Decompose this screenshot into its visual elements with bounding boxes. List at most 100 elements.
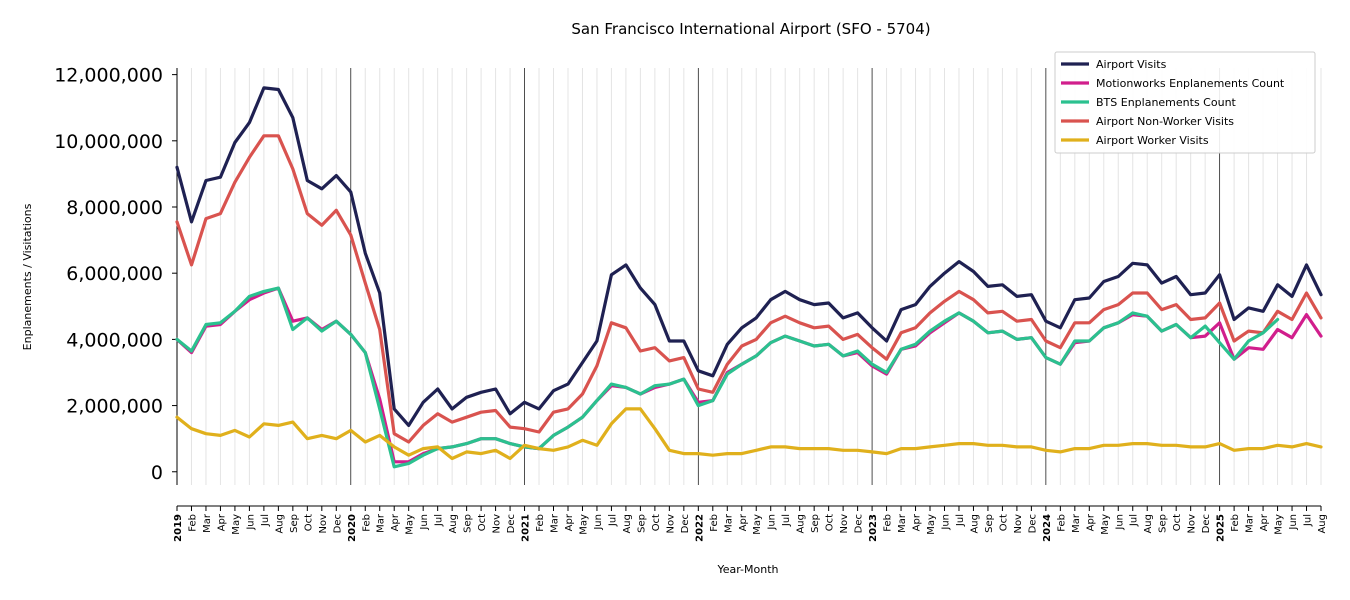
y-tick-label: 12,000,000 bbox=[54, 65, 163, 87]
x-tick-label: May bbox=[231, 514, 242, 535]
x-tick-label: Jun bbox=[1288, 514, 1299, 531]
x-tick-label: Sep bbox=[984, 514, 995, 533]
x-tick-label: Apr bbox=[1085, 513, 1096, 531]
x-tick-label: May bbox=[578, 514, 589, 535]
x-tick-label: Aug bbox=[969, 514, 980, 534]
x-tick-label: Mar bbox=[1245, 513, 1256, 533]
plot-series bbox=[175, 86, 1323, 469]
x-tick-label: Feb bbox=[187, 514, 198, 532]
x-tick-label: Nov bbox=[1187, 514, 1198, 534]
x-tick-label-year: 2021 bbox=[521, 514, 532, 542]
x-tick-label: Mar bbox=[897, 513, 908, 533]
x-tick-label-year: 2022 bbox=[694, 514, 705, 542]
legend-label: Airport Non-Worker Visits bbox=[1096, 115, 1234, 128]
x-tick-label: Feb bbox=[709, 514, 720, 532]
x-tick-label: Feb bbox=[883, 514, 894, 532]
x-tick-label: Sep bbox=[463, 514, 474, 533]
x-tick-label: Nov bbox=[665, 514, 676, 534]
chart-title: San Francisco International Airport (SFO… bbox=[571, 20, 930, 38]
x-tick-label: May bbox=[1274, 514, 1285, 535]
series-line-bts-enplanements-count bbox=[175, 286, 1280, 469]
x-tick-label: Sep bbox=[1158, 514, 1169, 533]
x-tick-label: Jun bbox=[245, 514, 256, 531]
x-tick-label: Dec bbox=[506, 514, 517, 533]
x-tick-label: Apr bbox=[216, 513, 227, 531]
y-tick-label: 10,000,000 bbox=[54, 131, 163, 153]
y-tick-label: 0 bbox=[151, 462, 163, 484]
x-tick-label: Jul bbox=[260, 514, 271, 527]
month-gridlines bbox=[176, 68, 1322, 485]
x-tick-label-year: 2020 bbox=[347, 514, 358, 542]
x-tick-label: Feb bbox=[535, 514, 546, 532]
x-tick-label: Mar bbox=[376, 513, 387, 533]
x-tick-label: Jul bbox=[1129, 514, 1140, 527]
x-tick-label: Feb bbox=[1230, 514, 1241, 532]
series-line-motionworks-enplanements-count bbox=[175, 286, 1323, 464]
x-tick-label: Oct bbox=[825, 514, 836, 531]
x-tick-label: May bbox=[752, 514, 763, 535]
x-tick-label: Dec bbox=[854, 514, 865, 533]
x-tick-label: Apr bbox=[738, 513, 749, 531]
x-tick-label: Mar bbox=[723, 513, 734, 533]
x-tick-label: Feb bbox=[361, 514, 372, 532]
y-axis: 0 2,000,000 4,000,000 6,000,000 8,000,000 10,… bbox=[54, 65, 178, 485]
x-tick-label: May bbox=[926, 514, 937, 535]
x-tick-label: Oct bbox=[477, 514, 488, 531]
x-tick-label: Aug bbox=[448, 514, 459, 534]
x-tick-label: Jul bbox=[1303, 514, 1314, 527]
y-tick-label: 8,000,000 bbox=[66, 197, 163, 219]
x-tick-label: Mar bbox=[202, 513, 213, 533]
x-tick-label: Apr bbox=[912, 513, 923, 531]
x-tick-label: Dec bbox=[1027, 514, 1038, 533]
x-tick-label: Apr bbox=[564, 513, 575, 531]
x-tick-label: Nov bbox=[839, 514, 850, 534]
x-tick-label: Jul bbox=[955, 514, 966, 527]
legend-box bbox=[1054, 51, 1316, 154]
x-tick-label: Oct bbox=[998, 514, 1009, 531]
x-tick-label-year: 2019 bbox=[173, 514, 184, 542]
x-tick-label: Nov bbox=[318, 514, 329, 534]
legend-label: Motionworks Enplanements Count bbox=[1096, 77, 1285, 90]
y-tick-label: 6,000,000 bbox=[66, 263, 163, 285]
x-tick-label: Aug bbox=[1143, 514, 1154, 534]
x-tick-label: Mar bbox=[550, 513, 561, 533]
series-line-airport-worker-visits bbox=[175, 407, 1323, 461]
legend-label: BTS Enplanements Count bbox=[1096, 96, 1237, 109]
x-tick-label: Mar bbox=[1071, 513, 1082, 533]
x-tick-label: Aug bbox=[796, 514, 807, 534]
legend: Airport Visits Motionworks Enplanements C… bbox=[1054, 51, 1316, 154]
x-tick-label: Sep bbox=[636, 514, 647, 533]
x-tick-label: Jun bbox=[593, 514, 604, 531]
x-tick-label: Nov bbox=[492, 514, 503, 534]
x-tick-label: Jul bbox=[434, 514, 445, 527]
x-tick-label: Feb bbox=[1056, 514, 1067, 532]
x-tick-label: Jun bbox=[1114, 514, 1125, 531]
x-tick-label: Aug bbox=[1317, 514, 1328, 534]
x-tick-label: Dec bbox=[332, 514, 343, 533]
x-tick-label: Oct bbox=[303, 514, 314, 531]
x-tick-label: Apr bbox=[1259, 513, 1270, 531]
y-tick-label: 4,000,000 bbox=[66, 329, 163, 351]
x-tick-label-year: 2024 bbox=[1042, 514, 1053, 542]
legend-label: Airport Worker Visits bbox=[1096, 134, 1209, 147]
series-line-airport-non-worker-visits bbox=[175, 134, 1323, 444]
x-tick-label: Jun bbox=[767, 514, 778, 531]
x-tick-label: Jul bbox=[607, 514, 618, 527]
x-tick-label: Sep bbox=[289, 514, 300, 533]
y-axis-label: Enplanements / Visitations bbox=[21, 203, 34, 350]
x-tick-label: Jun bbox=[419, 514, 430, 531]
x-tick-label: Jun bbox=[940, 514, 951, 531]
x-tick-label: Aug bbox=[274, 514, 285, 534]
x-tick-label: May bbox=[1100, 514, 1111, 535]
x-tick-label: Apr bbox=[390, 513, 401, 531]
series-line-airport-visits bbox=[175, 86, 1323, 427]
x-tick-label: Sep bbox=[810, 514, 821, 533]
x-tick-label: May bbox=[405, 514, 416, 535]
y-tick-label: 2,000,000 bbox=[66, 396, 163, 418]
x-tick-label-year: 2023 bbox=[868, 514, 879, 542]
x-tick-label-year: 2025 bbox=[1216, 514, 1227, 542]
x-tick-label: Oct bbox=[651, 514, 662, 531]
x-tick-label: Nov bbox=[1013, 514, 1024, 534]
x-tick-label: Jul bbox=[781, 514, 792, 527]
